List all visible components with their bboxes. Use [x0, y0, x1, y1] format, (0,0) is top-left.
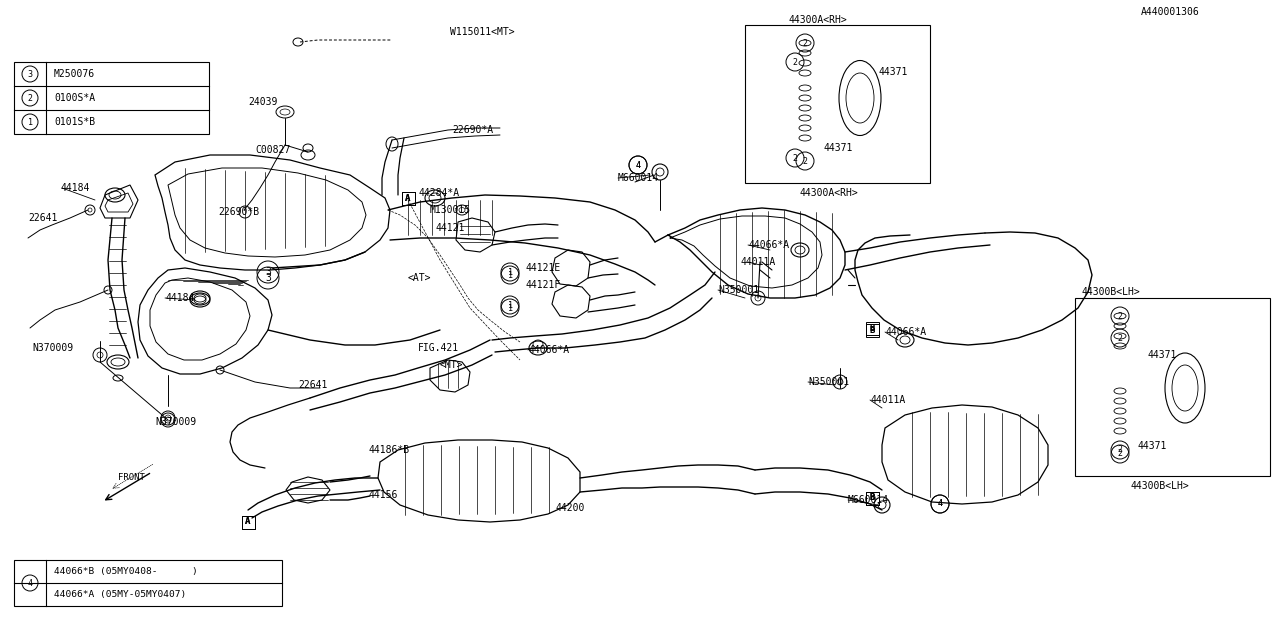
Text: 4: 4	[937, 499, 942, 509]
Text: 22641: 22641	[298, 380, 328, 390]
Text: A: A	[406, 193, 411, 202]
Text: 22690*A: 22690*A	[452, 125, 493, 135]
Text: 44284*A: 44284*A	[419, 188, 460, 198]
Text: 44371: 44371	[1148, 350, 1178, 360]
Text: 44121: 44121	[435, 223, 465, 233]
Text: 44300B<LH>: 44300B<LH>	[1082, 287, 1140, 297]
Text: N350001: N350001	[808, 377, 849, 387]
Bar	[14, 62, 209, 134]
Text: <MT>: <MT>	[440, 360, 463, 370]
Text: 44184: 44184	[165, 293, 195, 303]
Text: N350001: N350001	[718, 285, 759, 295]
Text: 3: 3	[27, 70, 32, 79]
Bar	[865, 321, 878, 335]
Text: 44066*B (05MY0408-      ): 44066*B (05MY0408- )	[54, 567, 197, 576]
Text: 22690*B: 22690*B	[218, 207, 259, 217]
Text: B: B	[869, 326, 874, 335]
Text: 1: 1	[507, 303, 512, 312]
Text: A: A	[246, 518, 251, 527]
Text: 1: 1	[507, 268, 512, 276]
Text: 4: 4	[937, 499, 942, 509]
Bar	[242, 515, 255, 529]
Text: A: A	[406, 193, 411, 202]
Bar	[865, 492, 878, 504]
Text: W115011<MT>: W115011<MT>	[451, 27, 515, 37]
Text: 44371: 44371	[823, 143, 852, 153]
Text: B: B	[869, 493, 874, 502]
Text: 2: 2	[792, 58, 797, 67]
Text: 24039: 24039	[248, 97, 278, 107]
Text: 1: 1	[27, 118, 32, 127]
Text: M660014: M660014	[618, 173, 659, 183]
Text: 2: 2	[1117, 312, 1123, 321]
Text: 2: 2	[1117, 449, 1123, 458]
Bar	[242, 515, 255, 529]
Text: 3: 3	[265, 273, 271, 283]
Bar	[745, 25, 931, 183]
Text: B: B	[869, 323, 874, 333]
Text: 44300A<RH>: 44300A<RH>	[800, 188, 859, 198]
Text: 1: 1	[507, 301, 512, 310]
Text: N370009: N370009	[155, 417, 196, 427]
Text: A: A	[246, 518, 251, 527]
Text: 44066*A (05MY-05MY0407): 44066*A (05MY-05MY0407)	[54, 590, 187, 599]
Text: 2: 2	[27, 93, 32, 102]
Text: 4: 4	[635, 161, 640, 170]
Text: 44066*A: 44066*A	[884, 327, 927, 337]
Bar	[14, 560, 282, 606]
Text: N370009: N370009	[32, 343, 73, 353]
Bar	[1075, 298, 1270, 476]
Text: C00827: C00827	[255, 145, 291, 155]
Text: 4: 4	[27, 579, 32, 588]
Text: 0101S*B: 0101S*B	[54, 117, 95, 127]
Text: 44066*A: 44066*A	[748, 240, 790, 250]
Text: 44186*B: 44186*B	[369, 445, 410, 455]
Text: M130015: M130015	[430, 205, 471, 215]
Text: FIG.421: FIG.421	[419, 343, 460, 353]
Text: 44371: 44371	[1137, 441, 1166, 451]
Text: 3: 3	[265, 267, 271, 277]
Text: 44300B<LH>: 44300B<LH>	[1130, 481, 1189, 491]
Text: M660014: M660014	[849, 495, 890, 505]
Text: B: B	[869, 493, 874, 502]
Bar	[402, 191, 415, 205]
Bar	[865, 492, 878, 504]
Text: 44066*A: 44066*A	[529, 345, 570, 355]
Text: 44200: 44200	[556, 503, 585, 513]
Text: 2: 2	[803, 157, 808, 166]
Text: 1: 1	[507, 271, 512, 280]
Text: M250076: M250076	[54, 69, 95, 79]
Bar	[402, 191, 415, 205]
Text: 44011A: 44011A	[740, 257, 776, 267]
Text: FRONT: FRONT	[118, 474, 145, 483]
Bar	[865, 323, 878, 337]
Text: 44121F: 44121F	[525, 280, 561, 290]
Text: 22641: 22641	[28, 213, 58, 223]
Text: <AT>: <AT>	[408, 273, 431, 283]
Text: A440001306: A440001306	[1142, 7, 1201, 17]
Text: 2: 2	[1117, 333, 1123, 342]
Text: 2: 2	[792, 154, 797, 163]
Text: 44371: 44371	[878, 67, 908, 77]
Text: 44121E: 44121E	[525, 263, 561, 273]
Text: 2: 2	[1117, 445, 1123, 454]
Text: 44011A: 44011A	[870, 395, 905, 405]
Text: 0100S*A: 0100S*A	[54, 93, 95, 103]
Text: 44300A<RH>: 44300A<RH>	[788, 15, 847, 25]
Text: 44184: 44184	[60, 183, 90, 193]
Text: 4: 4	[635, 161, 640, 170]
Text: 44156: 44156	[369, 490, 397, 500]
Text: 2: 2	[803, 38, 808, 47]
